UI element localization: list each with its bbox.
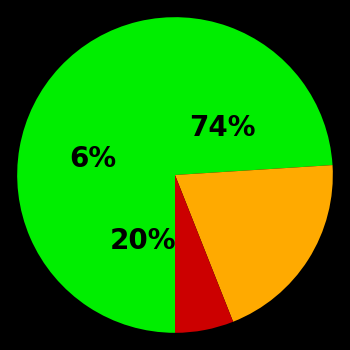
Text: 6%: 6% xyxy=(69,145,117,173)
Wedge shape xyxy=(17,17,332,333)
Wedge shape xyxy=(175,175,233,333)
Wedge shape xyxy=(175,165,333,322)
Text: 74%: 74% xyxy=(189,114,256,142)
Text: 20%: 20% xyxy=(110,227,177,255)
